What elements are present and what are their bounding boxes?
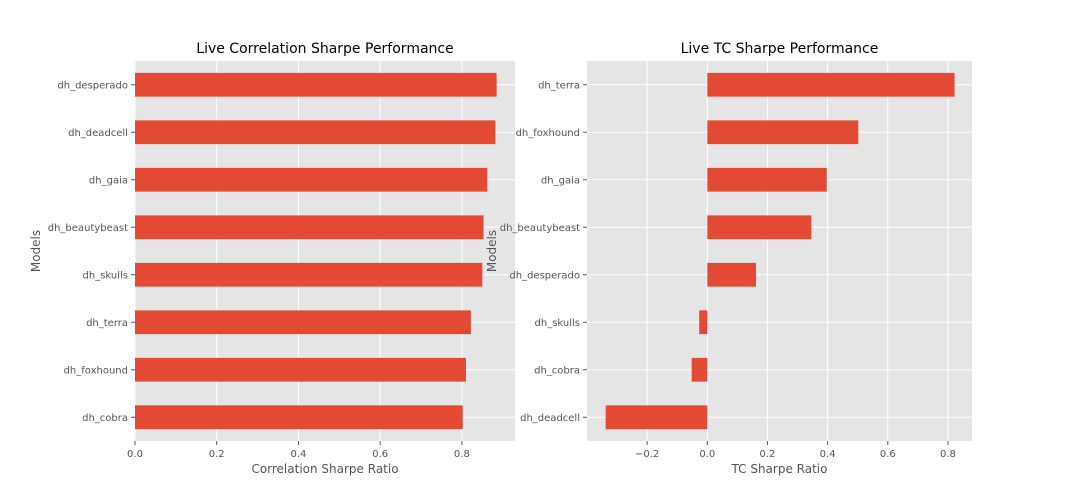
x-axis-label: Correlation Sharpe Ratio xyxy=(251,462,398,476)
x-tick-label: 0.8 xyxy=(454,449,470,460)
y-tick-label: dh_terra xyxy=(538,80,580,91)
y-tick-label: dh_gaia xyxy=(541,175,580,186)
y-tick-label: dh_desperado xyxy=(57,80,128,91)
bar-dh_gaia xyxy=(707,167,827,192)
y-tick-label: dh_beautybeast xyxy=(500,223,580,234)
x-tick-label: −0.2 xyxy=(635,449,659,460)
y-ticks: dh_terra dh_foxhound dh_gaia dh_beautybeast… xyxy=(500,80,587,424)
x-tick-label: 0.2 xyxy=(760,449,776,460)
bar-dh_foxhound xyxy=(707,120,859,145)
y-tick-label: dh_cobra xyxy=(82,413,128,424)
y-tick-label: dh_skulls xyxy=(83,270,128,281)
y-tick-label: dh_skulls xyxy=(535,318,580,329)
bar-dh_terra xyxy=(707,72,955,97)
bars xyxy=(605,72,955,430)
x-ticks: −0.2 0.0 0.2 0.4 0.6 0.8 xyxy=(635,441,956,460)
y-tick-label: dh_gaia xyxy=(89,175,128,186)
bar-dh_beautybeast xyxy=(135,215,484,240)
chart-title: Live TC Sharpe Performance xyxy=(681,41,879,57)
x-tick-label: 0.0 xyxy=(699,449,715,460)
bar-dh_desperado xyxy=(135,72,497,97)
plot-area xyxy=(587,61,972,441)
x-tick-label: 0.8 xyxy=(940,449,956,460)
x-tick-label: 0.0 xyxy=(127,449,143,460)
y-tick-label: dh_deadcell xyxy=(520,413,580,424)
bar-dh_skulls xyxy=(135,262,483,287)
y-axis-label: Models xyxy=(29,230,43,272)
y-axis-label: Models xyxy=(485,230,499,272)
bar-dh_desperado xyxy=(707,262,757,287)
y-tick-label: dh_foxhound xyxy=(516,128,580,139)
y-tick-label: dh_beautybeast xyxy=(48,223,128,234)
x-axis-label: TC Sharpe Ratio xyxy=(731,462,828,476)
bar-dh_skulls xyxy=(699,310,708,335)
y-ticks: dh_desperado dh_deadcell dh_gaia dh_beautyb… xyxy=(48,80,135,424)
y-tick-label: dh_desperado xyxy=(509,270,580,281)
x-ticks: 0.0 0.2 0.4 0.6 0.8 xyxy=(127,441,470,460)
bar-dh_cobra xyxy=(691,357,708,382)
plot-area xyxy=(135,61,515,441)
bars xyxy=(135,72,497,430)
x-tick-label: 0.4 xyxy=(820,449,836,460)
y-tick-label: dh_foxhound xyxy=(64,365,128,376)
chart-title: Live Correlation Sharpe Performance xyxy=(196,41,453,57)
bar-dh_terra xyxy=(135,310,471,335)
x-tick-label: 0.2 xyxy=(209,449,225,460)
y-tick-label: dh_deadcell xyxy=(68,128,128,139)
y-tick-label: dh_terra xyxy=(86,318,128,329)
bar-dh_deadcell xyxy=(605,405,708,430)
bar-dh_gaia xyxy=(135,167,488,192)
bar-dh_beautybeast xyxy=(707,215,812,240)
bar-dh_cobra xyxy=(135,405,463,430)
x-tick-label: 0.6 xyxy=(372,449,388,460)
bar-dh_foxhound xyxy=(135,357,466,382)
tc-sharpe-chart: −0.2 0.0 0.2 0.4 0.6 0.8 dh_terradh_foxhoundd… xyxy=(485,41,972,476)
correlation-sharpe-chart: 0.0 0.2 0.4 0.6 0.8 dh_desperadodh_deadcelld… xyxy=(29,41,515,476)
x-tick-label: 0.6 xyxy=(880,449,896,460)
bar-dh_deadcell xyxy=(135,120,496,145)
y-tick-label: dh_cobra xyxy=(534,365,580,376)
x-tick-label: 0.4 xyxy=(290,449,306,460)
